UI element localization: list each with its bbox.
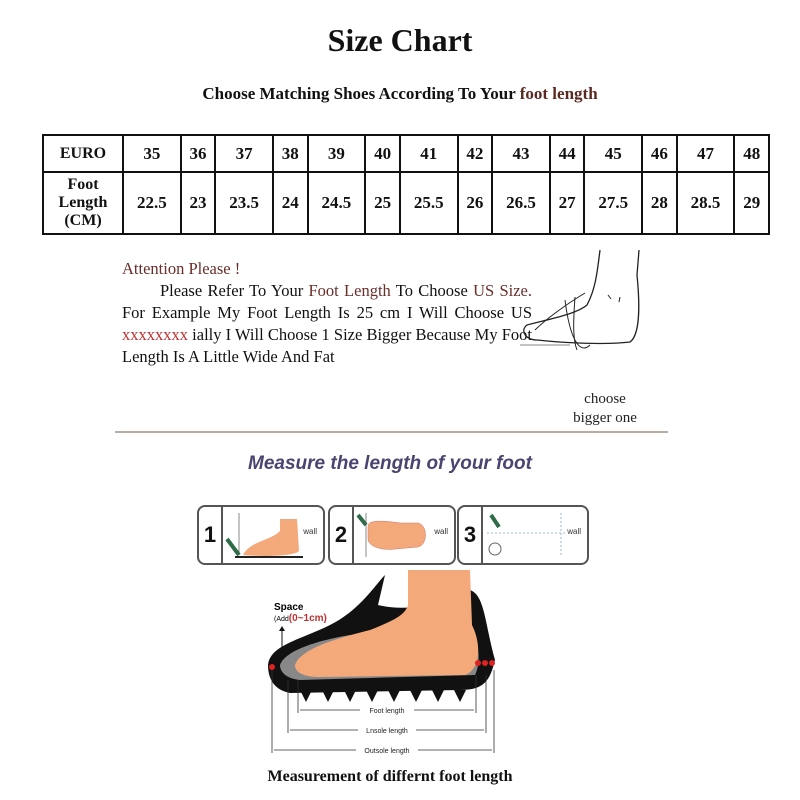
euro-header: EURO xyxy=(42,134,124,173)
header-line: Foot xyxy=(67,176,99,193)
wall-label: wall xyxy=(434,527,448,536)
foot-length-cell: 27.5 xyxy=(583,171,644,235)
note-text: To Choose xyxy=(390,281,474,300)
foot-length-cell: 26.5 xyxy=(491,171,551,235)
label-line: bigger one xyxy=(573,410,637,426)
euro-size-cell: 47 xyxy=(675,134,736,173)
measure-heading: Measure the length of your foot xyxy=(248,453,532,474)
wall-label: wall xyxy=(303,527,317,536)
page-title: Size Chart xyxy=(327,22,473,58)
euro-size-cell: 44 xyxy=(548,134,586,173)
subtitle: Choose Matching Shoes According To Your … xyxy=(0,84,800,104)
foot-length-label: Foot length xyxy=(369,708,404,715)
insole-length-label: Lnsole length xyxy=(366,728,408,735)
header-line: Length xyxy=(58,194,108,211)
foot-length-cell: 28.5 xyxy=(675,171,736,235)
foot-length-cell: 26 xyxy=(456,171,494,235)
add-value: (0~1cm) xyxy=(289,613,327,624)
step-number: 3 xyxy=(459,507,483,563)
add-prefix: (Add xyxy=(274,616,289,623)
attention-heading: Attention Please ! xyxy=(122,259,241,278)
foot-length-cell: 23.5 xyxy=(214,171,275,235)
choose-bigger-label: choose bigger one xyxy=(560,390,650,428)
space-label: Space xyxy=(274,602,304,613)
outsole-length-label: Outsole length xyxy=(364,748,409,755)
foot-length-cell: 22.5 xyxy=(122,171,182,235)
euro-size-cell: 35 xyxy=(122,134,182,173)
foot-length-cell: 24 xyxy=(272,171,309,235)
foot-length-cell: 25.5 xyxy=(398,171,459,235)
foot-length-cell: 27 xyxy=(548,171,586,235)
measure-tape-icon xyxy=(487,513,565,557)
euro-size-cell: 48 xyxy=(733,134,770,173)
note-redacted: xxxxxxxx xyxy=(122,325,188,344)
foot-length-cell: 25 xyxy=(364,171,401,235)
add-label: (Add(0~1cm) xyxy=(274,613,327,624)
euro-size-cell: 45 xyxy=(583,134,644,173)
header-line: (CM) xyxy=(64,212,102,229)
step-3: 3 wall xyxy=(457,505,589,565)
attention-note: Attention Please ! Please Refer To Your … xyxy=(122,258,532,368)
euro-row: EURO 35 36 37 38 39 40 41 42 43 44 45 46 47 48 xyxy=(42,134,770,173)
euro-size-cell: 42 xyxy=(456,134,494,173)
size-table: EURO 35 36 37 38 39 40 41 42 43 44 45 46 47 48 Foot L… xyxy=(42,134,770,235)
euro-size-cell: 38 xyxy=(272,134,309,173)
note-highlight: US Size. xyxy=(473,281,532,300)
note-text: For Example My Foot Length Is 25 cm I Wi… xyxy=(122,303,532,322)
foot-length-header: Foot Length (CM) xyxy=(42,171,124,235)
euro-size-cell: 40 xyxy=(364,134,401,173)
wall-label: wall xyxy=(567,527,581,536)
diagram-caption: Measurement of differnt foot length xyxy=(267,768,513,785)
euro-size-cell: 37 xyxy=(214,134,275,173)
foot-sketch-icon xyxy=(520,249,640,351)
euro-size-cell: 46 xyxy=(641,134,678,173)
foot-top-icon xyxy=(356,513,426,557)
step-number: 1 xyxy=(199,507,223,563)
euro-size-cell: 43 xyxy=(491,134,551,173)
divider xyxy=(115,431,668,433)
euro-size-cell: 39 xyxy=(306,134,367,173)
label-line: choose xyxy=(584,391,626,407)
note-text: ially I Will Choose 1 Size Bigger Becaus… xyxy=(122,325,532,366)
foot-length-row: Foot Length (CM) 22.5 23 23.5 24 24.5 25 25.5 2… xyxy=(42,171,770,235)
step-number: 2 xyxy=(330,507,354,563)
euro-size-cell: 41 xyxy=(398,134,459,173)
foot-length-cell: 23 xyxy=(179,171,217,235)
shoe-measurement-diagram: Space (Add(0~1cm) Foot length Lnsole len… xyxy=(268,570,495,755)
subtitle-text: Choose Matching Shoes According To Your xyxy=(202,84,520,103)
subtitle-highlight: foot length xyxy=(519,84,598,103)
euro-size-cell: 36 xyxy=(179,134,217,173)
foot-length-cell: 24.5 xyxy=(306,171,367,235)
note-text: Please Refer To Your xyxy=(160,281,309,300)
step-1: 1 wall xyxy=(197,505,325,565)
note-highlight: Foot Length xyxy=(308,281,391,300)
step-2: 2 wall xyxy=(328,505,456,565)
foot-side-icon xyxy=(225,513,303,558)
foot-length-cell: 29 xyxy=(733,171,770,235)
foot-length-cell: 28 xyxy=(641,171,678,235)
